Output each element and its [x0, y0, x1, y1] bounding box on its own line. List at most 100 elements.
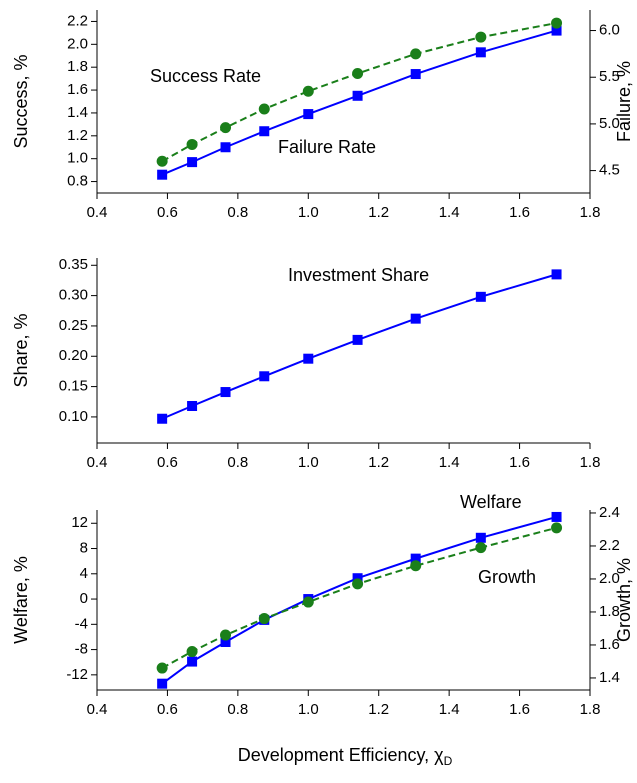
x-tick-label: 1.4	[439, 701, 460, 718]
marker	[186, 138, 198, 150]
marker	[475, 532, 486, 543]
marker	[551, 17, 563, 29]
marker	[220, 142, 231, 153]
marker	[187, 157, 198, 168]
y2-tick-label: 1.8	[599, 603, 620, 620]
x-tick-label: 0.8	[227, 454, 248, 471]
marker	[302, 596, 314, 608]
y2-axis-label: Growth, %	[614, 558, 634, 642]
x-axis-label-main: Development Efficiency, χ	[238, 745, 444, 765]
y2-tick-label: 2.0	[599, 570, 620, 587]
y-tick-label: 2.2	[67, 12, 88, 29]
x-tick-label: 1.0	[298, 454, 319, 471]
series-line	[161, 22, 557, 163]
y2-axis-label: Failure, %	[614, 61, 634, 142]
x-tick-label: 0.6	[157, 454, 178, 471]
marker	[259, 371, 270, 382]
y-axis-label: Success, %	[11, 54, 31, 148]
y2-tick-label: 1.4	[599, 669, 620, 686]
marker	[220, 122, 232, 134]
x-tick-label: 1.8	[580, 204, 601, 221]
y-tick-label: 1.2	[67, 127, 88, 144]
y-tick-label: 0.30	[59, 287, 88, 304]
y-tick-label: -12	[66, 666, 88, 683]
marker	[410, 313, 421, 324]
x-tick-label: 1.0	[298, 701, 319, 718]
marker	[352, 90, 363, 101]
x-tick-label: 0.6	[157, 701, 178, 718]
y-tick-label: 2.0	[67, 35, 88, 52]
y2-tick-label: 2.4	[599, 504, 620, 521]
marker	[551, 269, 562, 280]
marker	[157, 413, 168, 424]
y-tick-label: 0.35	[59, 256, 88, 273]
x-tick-label: 0.4	[87, 454, 108, 471]
x-tick-label: 1.2	[368, 454, 389, 471]
marker	[352, 573, 363, 584]
series-label: Investment Share	[288, 265, 429, 285]
marker	[259, 126, 270, 137]
marker	[475, 542, 487, 554]
y2-tick-label: 1.6	[599, 636, 620, 653]
x-tick-label: 0.4	[87, 204, 108, 221]
marker	[410, 48, 422, 60]
y-tick-label: 8	[80, 539, 88, 556]
marker	[352, 67, 364, 79]
x-tick-label: 1.8	[580, 454, 601, 471]
y2-tick-label: 5.5	[599, 68, 620, 85]
marker	[303, 353, 314, 364]
x-axis-label: Development Efficiency, χD	[238, 745, 453, 768]
x-tick-label: 1.8	[580, 701, 601, 718]
series-label: Welfare	[460, 492, 522, 512]
y2-tick-label: 2.2	[599, 537, 620, 554]
marker	[258, 103, 270, 115]
y-tick-label: 0.20	[59, 347, 88, 364]
y-tick-label: 1.8	[67, 58, 88, 75]
x-tick-label: 1.2	[368, 701, 389, 718]
marker	[475, 31, 487, 43]
marker	[157, 678, 168, 689]
y2-tick-label: 5.0	[599, 115, 620, 132]
y-tick-label: 0.8	[67, 173, 88, 190]
series-label: Growth	[478, 567, 536, 587]
marker	[157, 169, 168, 180]
series-label: Success Rate	[150, 66, 261, 86]
x-tick-label: 1.2	[368, 204, 389, 221]
marker	[410, 560, 422, 572]
marker	[187, 401, 198, 411]
marker	[220, 387, 231, 398]
x-tick-label: 0.4	[87, 701, 108, 718]
marker	[410, 553, 421, 564]
y-tick-label: -8	[75, 641, 88, 658]
marker	[258, 613, 270, 625]
x-tick-label: 1.4	[439, 204, 460, 221]
y-tick-label: 4	[80, 565, 88, 582]
x-tick-label: 1.0	[298, 204, 319, 221]
x-tick-label: 1.4	[439, 454, 460, 471]
y-tick-label: 12	[71, 514, 88, 531]
marker	[220, 629, 232, 641]
x-tick-label: 0.8	[227, 701, 248, 718]
y-tick-label: 0.10	[59, 408, 88, 425]
marker	[156, 662, 168, 674]
series-line	[161, 526, 557, 669]
x-tick-label: 1.6	[509, 454, 530, 471]
marker	[352, 578, 364, 590]
y-axis-label: Share, %	[11, 313, 31, 387]
x-tick-label: 0.8	[227, 204, 248, 221]
series-line	[161, 515, 557, 685]
marker	[475, 291, 486, 302]
y-tick-label: 1.4	[67, 104, 88, 121]
y-tick-label: 0	[80, 590, 88, 607]
marker	[303, 109, 314, 120]
y-tick-label: 0.15	[59, 378, 88, 395]
y-tick-label: 1.0	[67, 150, 88, 167]
y-axis-label: Welfare, %	[11, 556, 31, 644]
marker	[156, 155, 168, 167]
marker	[352, 334, 363, 345]
y2-tick-label: 6.0	[599, 22, 620, 39]
series-line	[161, 273, 557, 420]
marker	[187, 656, 198, 667]
y-tick-label: -4	[75, 615, 88, 632]
